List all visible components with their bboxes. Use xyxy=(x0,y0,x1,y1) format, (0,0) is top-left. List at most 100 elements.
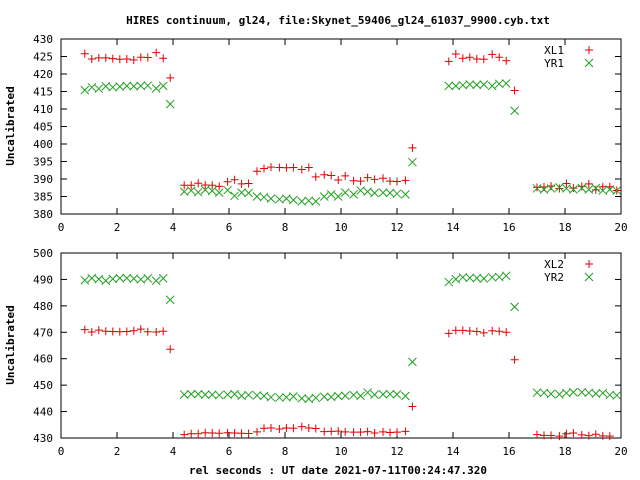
data-point xyxy=(311,172,320,181)
legend-label: XL2 xyxy=(544,258,564,271)
data-point xyxy=(502,328,511,337)
data-point xyxy=(252,192,262,201)
data-point xyxy=(244,429,253,438)
y-tick-label: 490 xyxy=(33,273,53,286)
data-point xyxy=(546,389,556,399)
data-point xyxy=(488,326,497,335)
data-point xyxy=(444,329,453,338)
data-point xyxy=(547,431,555,440)
data-point xyxy=(334,427,343,436)
data-point xyxy=(379,174,387,183)
data-point xyxy=(252,391,262,400)
data-point xyxy=(237,188,246,198)
data-point xyxy=(555,432,564,441)
data-point xyxy=(115,273,125,283)
x-tick-label: 8 xyxy=(282,221,289,234)
y-tick-label: 395 xyxy=(33,156,53,169)
data-point xyxy=(223,390,232,400)
y-tick-label: 420 xyxy=(33,68,53,81)
data-point xyxy=(319,392,329,402)
data-point xyxy=(152,328,161,337)
y-tick-label: 400 xyxy=(33,138,53,151)
data-point xyxy=(129,56,138,64)
data-point xyxy=(87,54,96,63)
data-point xyxy=(237,179,246,188)
data-point xyxy=(598,182,607,191)
legend-label: XL1 xyxy=(544,44,564,57)
data-point xyxy=(193,187,203,197)
data-point xyxy=(510,106,519,116)
y-tick-label: 480 xyxy=(33,300,53,313)
data-point xyxy=(179,187,189,196)
x-tick-label: 6 xyxy=(226,445,233,458)
data-point xyxy=(304,423,313,432)
x-tick-label: 10 xyxy=(334,445,347,458)
data-point xyxy=(253,427,261,436)
data-point xyxy=(187,429,196,438)
data-point xyxy=(479,274,489,283)
data-point xyxy=(215,429,224,438)
data-point xyxy=(444,277,454,287)
x-tick-label: 14 xyxy=(446,221,460,234)
data-point xyxy=(540,431,548,440)
data-point xyxy=(108,327,117,336)
data-point xyxy=(612,186,622,195)
data-point xyxy=(533,430,541,439)
data-point xyxy=(401,391,410,401)
data-point xyxy=(143,81,153,90)
data-point xyxy=(180,181,189,190)
data-point xyxy=(356,186,365,195)
y-tick-label: 430 xyxy=(33,432,53,445)
data-point xyxy=(101,53,110,62)
top-panel: 380 385 390 395 400 405 410 415 420 425 430 0 2 4 6 8 10… xyxy=(4,33,628,234)
series-xl1 xyxy=(80,48,621,195)
data-point xyxy=(562,388,571,398)
y-tick-label: 380 xyxy=(33,208,53,221)
data-point xyxy=(108,82,118,92)
data-point xyxy=(297,394,307,403)
data-point xyxy=(349,390,358,400)
data-point xyxy=(494,79,504,89)
data-point xyxy=(166,345,175,354)
data-point xyxy=(327,171,336,180)
data-point xyxy=(562,429,571,438)
data-point xyxy=(200,390,210,400)
data-point xyxy=(379,427,387,436)
data-point xyxy=(260,164,268,173)
data-point xyxy=(289,392,298,401)
data-point xyxy=(230,191,239,201)
data-point xyxy=(605,185,615,194)
data-point xyxy=(494,272,504,282)
x-tick-label: 16 xyxy=(502,221,515,234)
data-point xyxy=(108,54,117,63)
data-point xyxy=(201,428,210,437)
data-point xyxy=(253,167,261,176)
data-point xyxy=(370,175,379,184)
data-point xyxy=(408,157,417,167)
data-point xyxy=(333,192,343,201)
data-point xyxy=(87,328,96,337)
data-point xyxy=(465,326,474,335)
data-point xyxy=(393,177,401,186)
data-point xyxy=(472,273,482,283)
data-point xyxy=(193,389,203,399)
data-point xyxy=(370,188,379,198)
data-point xyxy=(151,83,161,93)
y-axis-label: Uncalibrated xyxy=(4,305,17,384)
data-point xyxy=(458,326,467,335)
data-point xyxy=(260,424,268,433)
data-point xyxy=(136,53,145,62)
data-point xyxy=(282,423,291,432)
data-point xyxy=(370,428,379,437)
data-point xyxy=(495,327,504,336)
data-point xyxy=(266,392,276,402)
y-tick-label: 410 xyxy=(33,103,53,116)
x-tick-label: 2 xyxy=(114,221,121,234)
y-tick-label: 415 xyxy=(33,86,53,99)
data-point xyxy=(94,53,103,62)
data-point xyxy=(115,55,124,64)
data-point xyxy=(159,327,168,336)
data-point xyxy=(591,430,600,439)
data-point xyxy=(275,163,284,172)
data-point xyxy=(340,391,350,401)
